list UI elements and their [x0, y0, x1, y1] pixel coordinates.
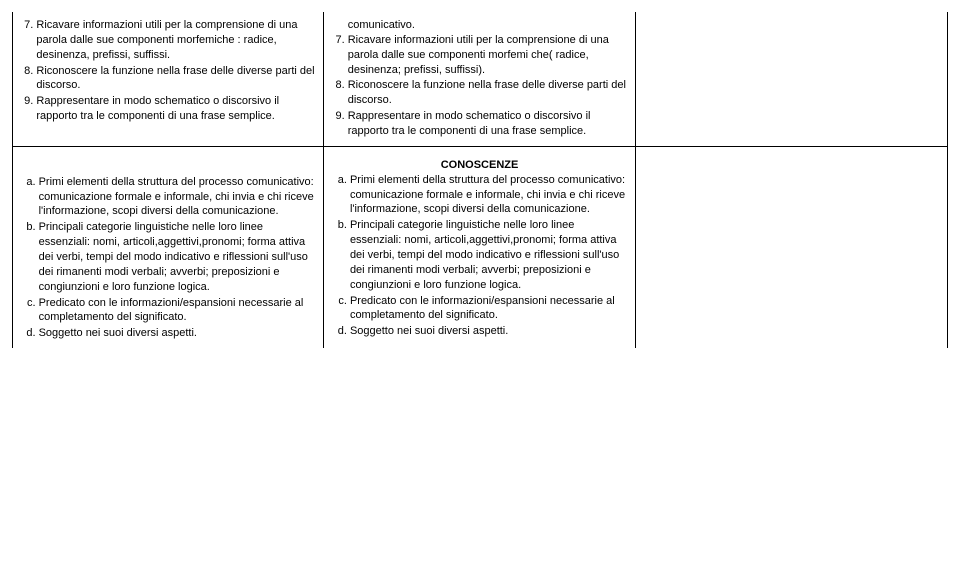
row2-col3	[635, 146, 947, 348]
row2-col2: CONOSCENZE Primi elementi della struttur…	[324, 146, 635, 348]
row1-col1-item-7: Ricavare informazioni utili per la compr…	[36, 18, 315, 63]
row2-col2-item-d: Soggetto nei suoi diversi aspetti.	[350, 324, 627, 339]
row1-col2-list: Ricavare informazioni utili per la compr…	[332, 33, 626, 139]
row1-col1: Ricavare informazioni utili per la compr…	[13, 12, 324, 146]
row1-col2: comunicativo. Ricavare informazioni util…	[324, 12, 635, 146]
row2-col1-item-d: Soggetto nei suoi diversi aspetti.	[39, 326, 316, 341]
doc-table: Ricavare informazioni utili per la compr…	[12, 12, 948, 348]
row2-col2-item-b: Principali categorie linguistiche nelle …	[350, 218, 627, 292]
row1-col2-item-8: Riconoscere la funzione nella frase dell…	[348, 78, 627, 108]
row2-col2-item-a: Primi elementi della struttura del proce…	[350, 173, 627, 218]
row2-col1-item-a: Primi elementi della struttura del proce…	[39, 175, 316, 220]
section-title-conoscenze: CONOSCENZE	[332, 153, 626, 173]
row1-col2-lead: comunicativo.	[332, 18, 626, 33]
row-conoscenze: Primi elementi della struttura del proce…	[13, 146, 948, 348]
row-abilities: Ricavare informazioni utili per la compr…	[13, 12, 948, 146]
row1-col1-item-8: Riconoscere la funzione nella frase dell…	[36, 64, 315, 94]
row1-col1-list: Ricavare informazioni utili per la compr…	[21, 18, 315, 124]
row2-col2-item-c: Predicato con le informazioni/espansioni…	[350, 294, 627, 324]
row1-col1-item-9: Rappresentare in modo schematico o disco…	[36, 94, 315, 124]
row2-col1-item-c: Predicato con le informazioni/espansioni…	[39, 296, 316, 326]
row2-col1-list: Primi elementi della struttura del proce…	[21, 175, 315, 341]
row1-col3	[635, 12, 947, 146]
row2-col1: Primi elementi della struttura del proce…	[13, 146, 324, 348]
row2-col2-list: Primi elementi della struttura del proce…	[332, 173, 626, 339]
row1-col2-item-7: Ricavare informazioni utili per la compr…	[348, 33, 627, 78]
row1-col2-item-9: Rappresentare in modo schematico o disco…	[348, 109, 627, 139]
row2-col1-item-b: Principali categorie linguistiche nelle …	[39, 220, 316, 294]
